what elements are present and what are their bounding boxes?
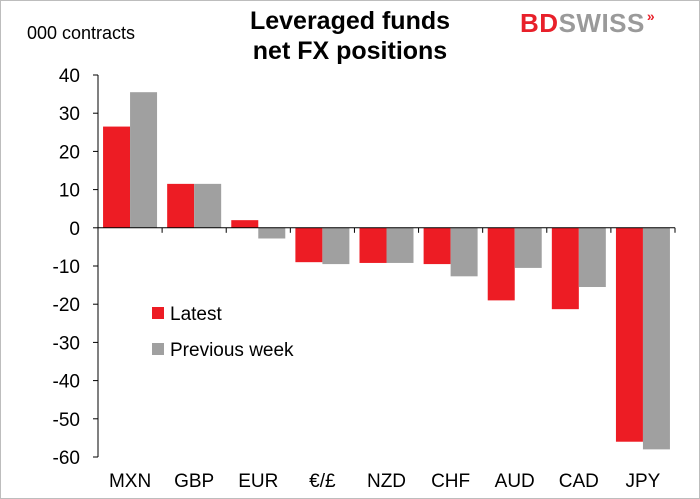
x-tick-label-3: €/£ [309,471,336,492]
bar-previous-week-7 [578,227,606,288]
y-tick-label-4: 0 [69,219,80,240]
y-tick-label-5: -10 [53,257,80,278]
bar-previous-week-3 [322,227,350,265]
x-tick-label-5: CHF [431,471,470,492]
bar-latest-8 [615,227,643,442]
bar-previous-week-4 [386,227,414,263]
bar-latest-4 [359,227,387,263]
logo-chevron-icon: » [646,8,656,24]
bdswiss-logo: BDSWISS» [520,8,655,39]
x-tick-label-4: NZD [367,471,406,492]
legend-item-previous-week: Previous week [152,340,294,362]
bar-latest-5 [423,227,451,265]
x-tick-label-8: JPY [626,471,661,492]
y-tick-label-9: -50 [53,410,80,431]
bar-latest-3 [295,227,323,263]
x-tick-label-7: CAD [559,471,599,492]
legend-item-latest: Latest [152,304,222,326]
y-tick-label-2: 20 [59,142,80,163]
bar-latest-2 [231,220,259,228]
chart-title: Leveraged funds net FX positions [200,6,500,66]
y-tick-label-7: -30 [53,333,80,354]
bar-previous-week-5 [450,227,478,277]
bar-previous-week-8 [642,227,670,450]
logo-text-swiss: SWISS [558,8,645,38]
y-axis-unit-label: 000 contracts [27,23,136,43]
bar-latest-6 [487,227,515,301]
bar-previous-week-6 [514,227,542,268]
y-tick-label-6: -20 [53,295,80,316]
legend-swatch-previous-week [152,342,164,355]
legend-label-latest: Latest [170,304,222,325]
legend-swatch-latest [152,306,164,319]
y-tick-label-10: -60 [53,448,80,469]
x-tick-label-6: AUD [495,471,535,492]
bar-latest-7 [551,227,579,310]
chart-title-line2: net FX positions [252,37,448,65]
bar-previous-week-2 [258,227,286,239]
y-tick-label-3: 10 [59,181,80,202]
y-tick-label-0: 40 [59,66,80,87]
bar-latest-1 [167,183,195,228]
legend-label-previous-week: Previous week [170,340,294,361]
x-tick-label-1: GBP [174,471,214,492]
logo-text-bd: BD [520,8,559,38]
x-tick-label-0: MXN [109,471,151,492]
y-tick-label-1: 30 [59,104,80,125]
chart-title-line1: Leveraged funds [249,7,451,35]
x-tick-label-2: EUR [238,471,278,492]
bar-previous-week-0 [130,92,158,228]
bar-latest-0 [103,126,131,228]
y-tick-label-8: -40 [53,372,80,393]
bar-previous-week-1 [194,183,222,228]
